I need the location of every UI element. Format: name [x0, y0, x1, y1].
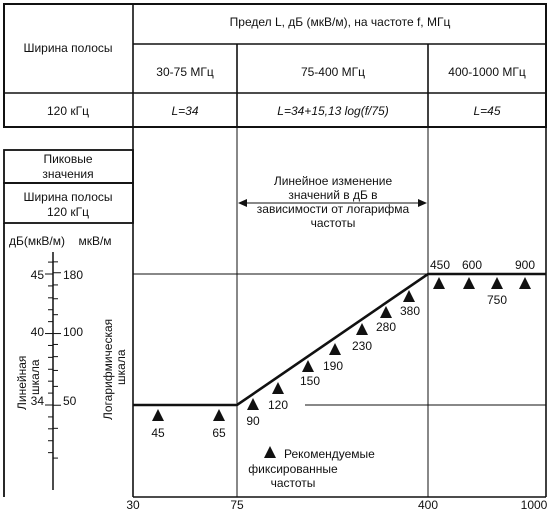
freq-label: 900 [515, 258, 535, 272]
freq-marker [152, 409, 164, 421]
legend-recommended: Рекомендуемые [284, 447, 375, 461]
limit-400-1000: L=45 [473, 104, 500, 118]
freq-marker [272, 382, 284, 394]
limit-line [133, 272, 546, 407]
svg-text:зависимости от логарифма: зависимости от логарифма [257, 202, 410, 216]
x-tick-75: 75 [230, 498, 244, 510]
freq-marker [519, 277, 531, 289]
db-tick-40: 40 [31, 325, 45, 339]
limit-75-400: L=34+15,13 log(f/75) [277, 104, 388, 118]
limit-30-75: L=34 [171, 104, 198, 118]
log-scale-label: Логарифмическая шкала [101, 319, 128, 420]
svg-text:значения: значения [42, 167, 93, 181]
freq-label: 380 [400, 304, 420, 318]
svg-text:Линейная: Линейная [15, 356, 29, 410]
uv-tick-180: 180 [63, 268, 83, 282]
freq-marker [463, 277, 475, 289]
db-tick-45: 45 [31, 268, 45, 282]
bandwidth-value: 120 кГц [47, 104, 89, 118]
freq-label: 230 [352, 339, 372, 353]
freq-marker [329, 343, 341, 355]
db-tick-34: 34 [31, 394, 45, 408]
band-75-400: 75-400 МГц [301, 65, 365, 79]
svg-text:120 кГц: 120 кГц [47, 205, 89, 219]
freq-label: 65 [212, 426, 226, 440]
limit-table [3, 3, 547, 128]
freq-label: 190 [323, 359, 343, 373]
freq-marker [302, 360, 314, 372]
freq-marker [433, 277, 445, 289]
freq-marker [403, 290, 415, 302]
freq-label: 90 [246, 414, 260, 428]
freq-marker [380, 306, 392, 318]
legend-bandwidth: Ширина полосы [23, 190, 112, 204]
band-400-1000: 400-1000 МГц [448, 65, 526, 79]
legend-peak: Пиковые [43, 152, 92, 166]
freq-marker [213, 409, 225, 421]
x-tick-30: 30 [126, 498, 140, 510]
svg-text:частоты: частоты [271, 476, 316, 490]
freq-label: 45 [151, 426, 165, 440]
svg-text:шкала: шкала [28, 359, 42, 395]
freq-marker [247, 398, 259, 410]
uv-tick-100: 100 [63, 325, 83, 339]
freq-marker [356, 323, 368, 335]
linear-scale-label: Линейная шкала [15, 356, 42, 410]
freq-label: 750 [487, 293, 507, 307]
table-header-main: Предел L, дБ (мкВ/м), на частоте f, МГц [230, 15, 451, 29]
scale-uv-label: мкВ/м [78, 234, 111, 248]
band-30-75: 30-75 МГц [156, 65, 214, 79]
legend-triangle-icon [264, 446, 276, 458]
svg-text:значений в дБ в: значений в дБ в [288, 188, 377, 202]
x-tick-1000: 1000 [521, 498, 548, 510]
freq-label: 150 [300, 374, 320, 388]
svg-text:Логарифмическая: Логарифмическая [101, 319, 115, 420]
table-header-bandwidth: Ширина полосы [23, 41, 112, 55]
svg-text:шкала: шкала [114, 349, 128, 385]
freq-marker [491, 277, 503, 289]
uv-tick-50: 50 [63, 394, 77, 408]
note-text: Линейное изменение [274, 174, 393, 188]
freq-label: 120 [268, 398, 288, 412]
freq-label: 280 [376, 320, 396, 334]
svg-text:фиксированные: фиксированные [248, 462, 338, 476]
x-tick-400: 400 [418, 498, 438, 510]
scale-db-label: дБ(мкВ/м) [9, 234, 65, 248]
freq-label: 450 [430, 258, 450, 272]
recommended-frequencies [152, 277, 531, 421]
freq-label: 600 [462, 258, 482, 272]
svg-text:частоты: частоты [311, 216, 356, 230]
note-arrow [238, 199, 427, 207]
